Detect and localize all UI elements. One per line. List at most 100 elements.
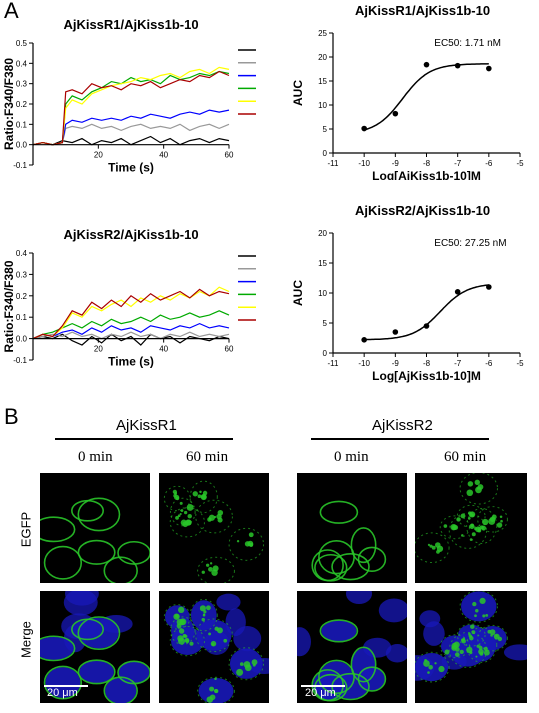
x-axis-label: Time (s) xyxy=(108,355,154,369)
y-tick-label: 20 xyxy=(318,229,327,238)
chart-title: AjKissR2/AjKiss1b-10 xyxy=(63,227,198,242)
group-label-r1: AjKissR1 xyxy=(116,417,177,434)
internalized-puncta xyxy=(475,609,479,613)
internalized-puncta xyxy=(244,664,252,672)
x-tick-label: -9 xyxy=(392,159,400,168)
ec50-annotation: EC50: 27.25 nM xyxy=(434,238,506,249)
chart-dose-r2: AjKissR2/AjKiss1b-10 0 5 10 15 20 -11 -10 -9 -8 -7… xyxy=(291,203,524,383)
x-tick-label: -5 xyxy=(516,359,524,368)
membrane-signal xyxy=(77,616,121,651)
membrane-signal xyxy=(197,556,235,583)
nucleus-shape xyxy=(64,591,99,606)
y-tick-label: 0.4 xyxy=(16,249,28,258)
membrane-signal xyxy=(415,532,450,564)
micrograph-r2-0min-merge xyxy=(297,591,407,703)
nucleus-shape xyxy=(423,621,445,646)
membrane-signal xyxy=(169,497,196,527)
nucleus-shape xyxy=(319,661,354,693)
y-tick-label: 10 xyxy=(318,101,327,110)
chart-title: AjKissR1/AjKiss1b-10 xyxy=(63,17,198,32)
x-tick-label: 60 xyxy=(225,151,234,160)
y-axis-label: AUC xyxy=(291,80,305,106)
internalized-puncta xyxy=(497,636,503,642)
data-point-0 xyxy=(361,337,367,343)
data-point-3 xyxy=(454,289,461,295)
nucleus-shape xyxy=(297,627,311,657)
internalized-puncta xyxy=(214,689,219,694)
series-line-0 xyxy=(32,333,230,346)
time-label-r1-0: 0 min xyxy=(78,449,113,465)
x-tick-label: 40 xyxy=(159,345,168,354)
internalized-puncta xyxy=(469,511,476,518)
internalized-puncta xyxy=(211,569,218,576)
chart-title: AjKissR2/AjKiss1b-10 xyxy=(355,203,490,218)
internalized-puncta xyxy=(467,481,474,487)
internalized-puncta xyxy=(444,649,450,655)
group-label-r2: AjKissR2 xyxy=(372,417,433,434)
micrograph-r1-0min-egfp xyxy=(40,473,150,583)
internalized-puncta xyxy=(201,570,205,574)
membrane-signal xyxy=(357,666,387,692)
series-line-1 xyxy=(32,331,230,340)
internalized-puncta xyxy=(214,677,217,681)
membrane-signal xyxy=(456,504,486,528)
membrane-signal xyxy=(197,676,235,703)
membrane-signal xyxy=(103,556,138,583)
membrane-signal xyxy=(169,616,196,645)
row-label-merge: Merge xyxy=(18,621,34,658)
internalized-puncta xyxy=(500,519,503,523)
internalized-puncta xyxy=(453,524,456,527)
membrane-signal xyxy=(314,553,348,582)
y-tick-label: 0.0 xyxy=(16,141,28,150)
internalized-puncta xyxy=(454,652,460,657)
nucleus-shape xyxy=(378,598,407,623)
data-point-4 xyxy=(486,65,492,72)
micrograph-background xyxy=(40,473,150,583)
internalized-puncta xyxy=(429,544,433,548)
internalized-puncta xyxy=(177,606,185,614)
x-tick-label: 20 xyxy=(94,151,103,160)
membrane-signal xyxy=(331,553,370,581)
x-tick-label: -11 xyxy=(328,159,340,168)
nucleus-shape xyxy=(216,593,241,611)
x-tick-label: -8 xyxy=(423,359,431,368)
internalized-puncta xyxy=(248,532,254,538)
chart-calcium-r2: AjKissR2/AjKiss1b-10 -0.1 0.0 0.1 0.2 0.3 0.4 2… xyxy=(2,227,256,369)
membrane-signal xyxy=(71,499,104,522)
x-tick-label: -10 xyxy=(358,359,370,368)
membrane-signal xyxy=(318,659,355,695)
membrane-signal xyxy=(319,500,359,524)
internalized-puncta xyxy=(483,649,490,656)
internalized-puncta xyxy=(436,545,444,552)
nucleus-shape xyxy=(385,644,407,663)
internalized-puncta xyxy=(427,671,430,674)
internalized-puncta xyxy=(461,639,466,644)
row-label-egfp: EGFP xyxy=(18,511,34,548)
membrane-signal xyxy=(318,539,355,575)
y-tick-label: 0.1 xyxy=(16,120,28,129)
scale-bar-label-r2: 20 μm xyxy=(305,687,336,699)
nucleus-shape xyxy=(321,620,357,642)
membrane-signal xyxy=(319,619,359,643)
internalized-puncta xyxy=(178,628,185,634)
x-tick-label: -5 xyxy=(516,159,524,168)
ec50-annotation: EC50: 1.71 nM xyxy=(434,38,501,49)
internalized-puncta xyxy=(249,543,254,548)
internalized-puncta xyxy=(470,624,475,629)
y-tick-label: 15 xyxy=(318,259,327,268)
internalized-puncta xyxy=(175,496,180,501)
internalized-puncta xyxy=(200,493,207,501)
nucleus-shape xyxy=(359,667,385,691)
fit-curve xyxy=(364,63,489,131)
internalized-puncta xyxy=(173,613,180,620)
nucleus-shape xyxy=(503,644,527,661)
nucleus-shape xyxy=(363,637,392,658)
internalized-puncta xyxy=(177,514,181,518)
membrane-signal xyxy=(415,651,450,683)
internalized-puncta xyxy=(180,519,187,526)
internalized-puncta xyxy=(431,545,436,550)
series-line-2 xyxy=(32,322,230,340)
internalized-puncta xyxy=(466,646,473,654)
internalized-puncta xyxy=(460,513,466,519)
internalized-puncta xyxy=(244,541,251,547)
